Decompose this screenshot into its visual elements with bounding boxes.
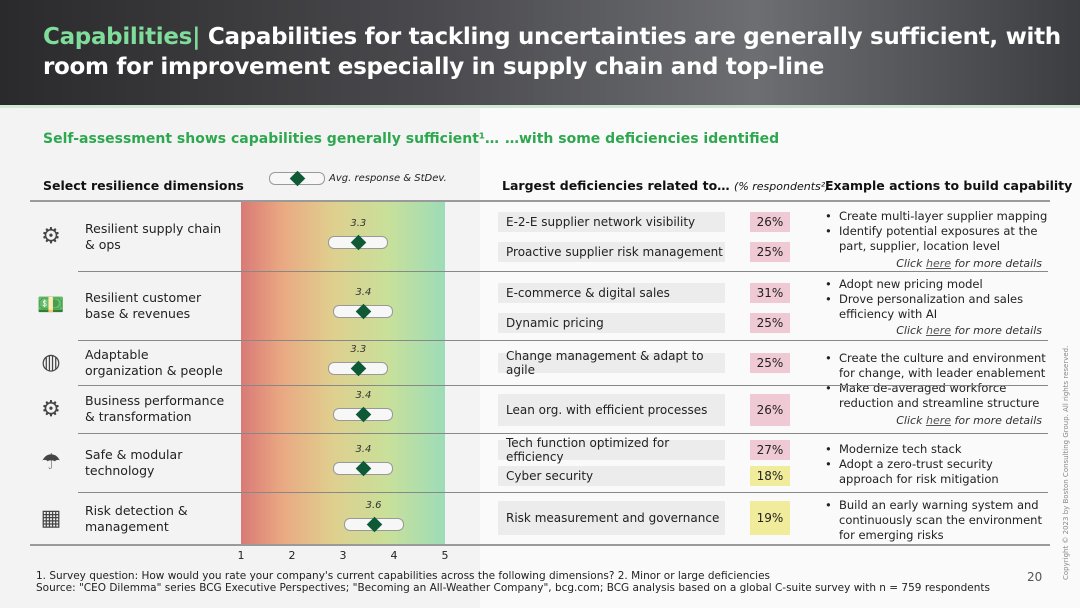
divider bbox=[0, 105, 1080, 108]
row-divider bbox=[78, 492, 1048, 493]
header-rule bbox=[30, 200, 1050, 202]
more-details-link-row: Click here for more details bbox=[896, 257, 1042, 270]
source-note: Source: "CEO Dilemma" series BCG Executi… bbox=[36, 582, 990, 594]
deficiencies-note: (% respondents²) bbox=[734, 180, 830, 193]
deficiency-label: Dynamic pricing bbox=[498, 313, 725, 333]
deficiency-percent: 25% bbox=[750, 242, 790, 262]
avg-value-label: 3.4 bbox=[355, 286, 372, 298]
click-pre: Click bbox=[896, 414, 926, 427]
avg-value-label: 3.3 bbox=[350, 217, 367, 229]
click-post: for more details bbox=[951, 257, 1042, 270]
deficiency-label: Cyber security bbox=[498, 466, 725, 486]
click-post: for more details bbox=[951, 324, 1042, 337]
page-title: Capabilities| Capabilities for tackling … bbox=[43, 22, 1080, 82]
action-item: Adopt a zero-trust security approach for… bbox=[823, 457, 1048, 487]
deficiency-label: Tech function optimized for efficiency bbox=[498, 436, 725, 464]
deficiency-percent: 18% bbox=[750, 466, 790, 486]
dimension-label: Business performance & transformation bbox=[85, 393, 225, 424]
subtitle-right: …with some deficiencies identified bbox=[505, 131, 780, 147]
avg-value-label: 3.4 bbox=[355, 443, 372, 455]
row-divider bbox=[78, 433, 1048, 434]
dimension-label: Resilient customer base & revenues bbox=[85, 289, 202, 321]
avg-value-label: 3.3 bbox=[350, 343, 367, 355]
deficiencies-title: Largest deficiencies related to… bbox=[502, 178, 730, 193]
axis-tick-label: 5 bbox=[441, 549, 449, 562]
action-item: Build an early warning system and contin… bbox=[823, 498, 1048, 543]
bottom-rule bbox=[30, 544, 1050, 546]
title-accent: Capabilities| bbox=[43, 24, 201, 50]
deficiency-label: Lean org. with efficient processes bbox=[498, 394, 725, 426]
axis-tick-label: 1 bbox=[237, 549, 245, 562]
col-header-dimensions: Select resilience dimensions bbox=[43, 178, 244, 193]
dimension-label: Adaptable organization & people bbox=[85, 346, 223, 378]
action-item: Adopt new pricing model bbox=[823, 277, 1048, 292]
col-header-deficiencies: Largest deficiencies related to… (% resp… bbox=[502, 178, 829, 193]
deficiency-label: Change management & adapt to agile bbox=[498, 349, 725, 377]
action-list: Build an early warning system and contin… bbox=[823, 498, 1048, 543]
more-details-link-row: Click here for more details bbox=[896, 324, 1042, 337]
page-number: 20 bbox=[1027, 570, 1043, 584]
action-list: Modernize tech stackAdopt a zero-trust s… bbox=[823, 442, 1048, 487]
row-divider bbox=[78, 385, 1048, 386]
dimension-label: Safe & modular technology bbox=[85, 446, 183, 478]
row-divider bbox=[78, 271, 1048, 272]
action-item: Create the culture and environment for c… bbox=[823, 351, 1048, 381]
action-item: Create multi-layer supplier mapping bbox=[823, 209, 1048, 224]
click-pre: Click bbox=[896, 324, 926, 337]
copyright: Copyright © 2023 by Boston Consulting Gr… bbox=[1062, 345, 1070, 580]
deficiency-percent: 26% bbox=[750, 212, 790, 232]
organization-icon: ◍ bbox=[41, 350, 61, 375]
subtitle-left: Self-assessment shows capabilities gener… bbox=[43, 131, 500, 147]
action-item: Modernize tech stack bbox=[823, 442, 1048, 457]
deficiency-percent: 19% bbox=[750, 501, 790, 535]
here-link[interactable]: here bbox=[925, 257, 951, 270]
title-text: Capabilities for tackling uncertainties … bbox=[43, 24, 1061, 80]
click-post: for more details bbox=[951, 414, 1042, 427]
risk-detection-icon: ▦ bbox=[40, 506, 62, 531]
row-divider bbox=[78, 340, 1048, 341]
axis-tick-label: 2 bbox=[288, 549, 296, 562]
header-banner: Capabilities| Capabilities for tackling … bbox=[0, 0, 1080, 105]
dimension-label: Risk detection & management bbox=[85, 502, 188, 534]
deficiency-percent: 27% bbox=[750, 440, 790, 460]
axis-tick-label: 3 bbox=[339, 549, 347, 562]
deficiency-percent: 25% bbox=[750, 353, 790, 373]
here-link[interactable]: here bbox=[925, 324, 951, 337]
col-header-actions: Example actions to build capability bbox=[825, 178, 1073, 193]
action-list: Adopt new pricing modelDrove personaliza… bbox=[823, 277, 1048, 322]
action-list: Create multi-layer supplier mappingIdent… bbox=[823, 209, 1048, 254]
avg-value-label: 3.6 bbox=[365, 499, 382, 511]
deficiency-percent: 26% bbox=[750, 394, 790, 426]
axis-tick-label: 4 bbox=[390, 549, 398, 562]
here-link[interactable]: here bbox=[925, 414, 951, 427]
legend-label: Avg. response & StDev. bbox=[329, 173, 447, 184]
action-list: Create the culture and environment for c… bbox=[823, 351, 1048, 411]
deficiency-label: Proactive supplier risk management bbox=[498, 242, 725, 262]
deficiency-label: E-2-E supplier network visibility bbox=[498, 212, 725, 232]
deficiency-label: E-commerce & digital sales bbox=[498, 283, 725, 303]
more-details-link-row: Click here for more details bbox=[896, 414, 1042, 427]
avg-value-label: 3.4 bbox=[355, 390, 372, 401]
deficiency-label: Risk measurement and governance bbox=[498, 501, 725, 535]
footnote: 1. Survey question: How would you rate y… bbox=[36, 570, 770, 582]
money-hand-icon: 💵 bbox=[37, 293, 65, 318]
action-item: Drove personalization and sales efficien… bbox=[823, 292, 1048, 322]
gear-check-icon: ⚙ bbox=[41, 396, 61, 422]
dimension-label: Resilient supply chain & ops bbox=[85, 220, 222, 252]
click-pre: Click bbox=[896, 257, 926, 270]
deficiency-percent: 31% bbox=[750, 283, 790, 303]
deficiency-percent: 25% bbox=[750, 313, 790, 333]
umbrella-icon: ☂ bbox=[41, 450, 61, 475]
action-item: Make de-averaged workforce reduction and… bbox=[823, 381, 1048, 411]
action-item: Identify potential exposures at the part… bbox=[823, 224, 1048, 254]
gears-icon: ⚙ bbox=[41, 224, 61, 249]
